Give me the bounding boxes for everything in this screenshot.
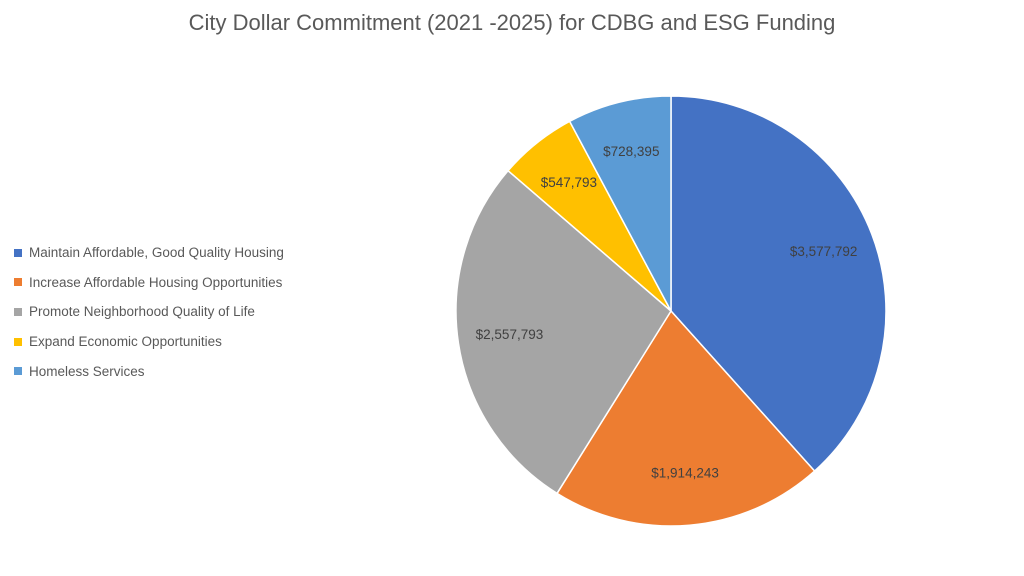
legend-item-neighborhood: Promote Neighborhood Quality of Life xyxy=(14,297,284,327)
legend-item-homeless: Homeless Services xyxy=(14,356,284,386)
legend-label: Expand Economic Opportunities xyxy=(29,334,222,350)
legend-item-maintain-housing: Maintain Affordable, Good Quality Housin… xyxy=(14,238,284,268)
legend-swatch xyxy=(14,307,22,316)
legend-item-economic: Expand Economic Opportunities xyxy=(14,327,284,357)
pie-slice-1 xyxy=(556,309,816,527)
legend-swatch xyxy=(14,248,22,257)
slice-data-label-4: $728,395 xyxy=(603,144,659,159)
legend-label: Maintain Affordable, Good Quality Housin… xyxy=(29,245,284,261)
legend-swatch xyxy=(14,278,22,287)
slice-data-label-2: $2,557,793 xyxy=(476,327,544,342)
legend-label: Homeless Services xyxy=(29,363,145,379)
slice-data-label-3: $547,793 xyxy=(541,175,597,190)
legend-swatch xyxy=(14,337,22,346)
chart-title: City Dollar Commitment (2021 -2025) for … xyxy=(188,10,836,35)
legend-item-increase-housing: Increase Affordable Housing Opportunitie… xyxy=(14,268,284,298)
chart-legend: Maintain Affordable, Good Quality Housin… xyxy=(14,238,284,386)
legend-swatch xyxy=(14,367,22,376)
legend-label: Promote Neighborhood Quality of Life xyxy=(29,304,255,320)
pie-slice-0 xyxy=(670,95,887,473)
pie-slice-2 xyxy=(455,169,672,495)
slice-data-label-0: $3,577,792 xyxy=(790,244,858,259)
slice-data-label-1: $1,914,243 xyxy=(651,465,719,480)
legend-label: Increase Affordable Housing Opportunitie… xyxy=(29,274,283,290)
pie-slice-4 xyxy=(568,95,672,312)
